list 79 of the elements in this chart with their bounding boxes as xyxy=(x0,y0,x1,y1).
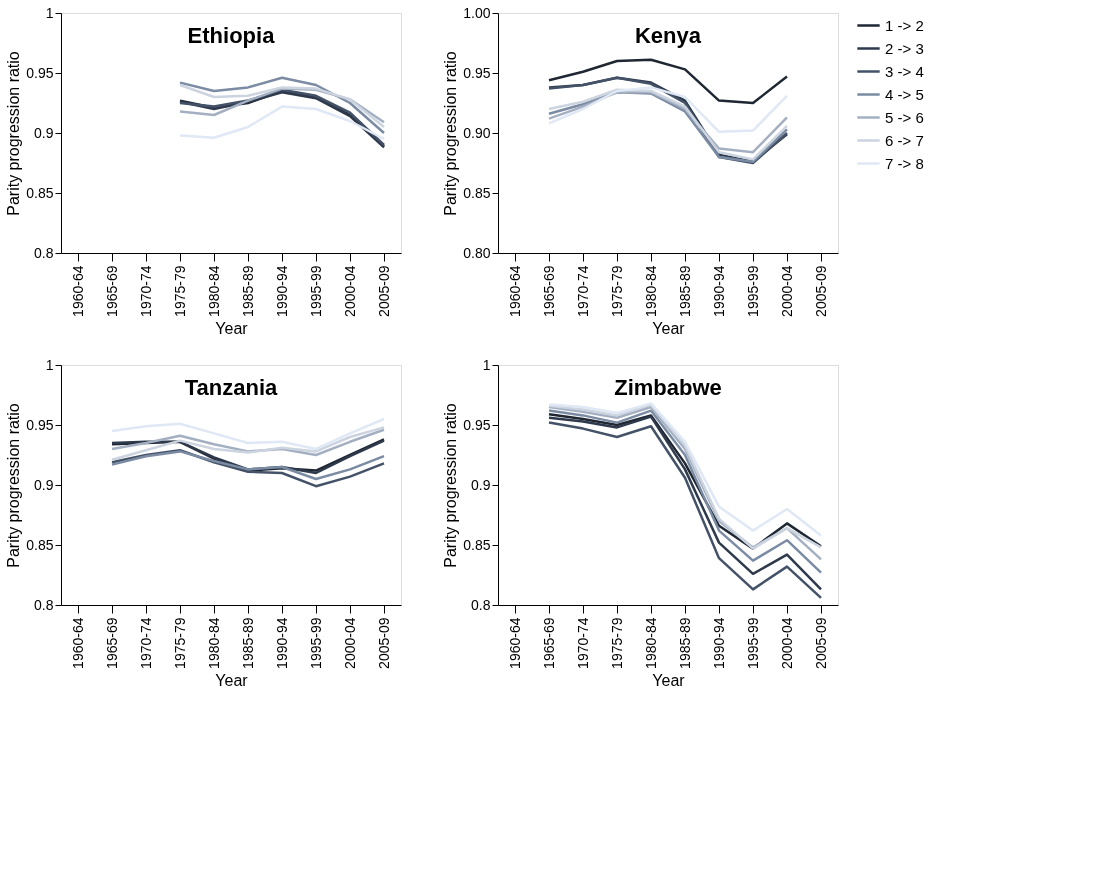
x-tick-label: 2005-09 xyxy=(375,617,392,669)
y-tick-label: 0.95 xyxy=(463,416,491,433)
x-tick-label: 1980-84 xyxy=(205,617,222,669)
y-tick-label: 0.85 xyxy=(26,184,54,201)
x-tick-label: 1970-74 xyxy=(137,617,154,669)
x-tick-label: 1970-74 xyxy=(574,265,591,317)
chart-title: Kenya xyxy=(634,23,702,48)
x-tick-label: 1965-69 xyxy=(103,617,120,669)
x-tick-label: 1990-94 xyxy=(710,617,727,669)
x-tick-label: 1985-89 xyxy=(239,265,256,317)
y-tick-label: 0.85 xyxy=(26,536,54,553)
x-tick-label: 1995-99 xyxy=(744,617,761,669)
y-tick-label: 0.95 xyxy=(463,64,491,81)
x-tick-label: 1985-89 xyxy=(676,265,693,317)
chart-title: Ethiopia xyxy=(187,23,276,48)
x-tick-label: 1995-99 xyxy=(744,265,761,317)
x-tick-label: 2000-04 xyxy=(778,617,795,669)
y-axis-title: Parity progression ratio xyxy=(442,403,460,568)
legend-label: 5 -> 6 xyxy=(885,108,924,126)
x-tick-label: 1990-94 xyxy=(273,617,290,669)
x-axis-title: Year xyxy=(652,671,686,689)
x-tick-label: 1960-64 xyxy=(69,617,86,669)
y-tick-label: 0.9 xyxy=(34,124,54,141)
x-tick-label: 2005-09 xyxy=(812,617,829,669)
chart-title: Tanzania xyxy=(184,375,279,400)
x-tick-label: 2000-04 xyxy=(341,617,358,669)
x-tick-label: 1965-69 xyxy=(540,617,557,669)
x-tick-label: 1980-84 xyxy=(642,617,659,669)
y-tick-label: 0.85 xyxy=(463,184,491,201)
chart-title: Zimbabwe xyxy=(614,375,722,400)
x-tick-label: 1965-69 xyxy=(540,265,557,317)
x-axis-title: Year xyxy=(652,319,686,337)
legend-label: 3 -> 4 xyxy=(885,62,924,80)
y-tick-label: 0.85 xyxy=(463,536,491,553)
x-tick-label: 1990-94 xyxy=(710,265,727,317)
x-tick-label: 2005-09 xyxy=(375,265,392,317)
y-tick-label: 0.80 xyxy=(463,244,491,261)
y-axis-title: Parity progression ratio xyxy=(442,51,460,216)
y-tick-label: 0.8 xyxy=(34,596,54,613)
legend-label: 4 -> 5 xyxy=(885,85,924,103)
x-tick-label: 1970-74 xyxy=(137,265,154,317)
x-tick-label: 1980-84 xyxy=(642,265,659,317)
y-tick-label: 1 xyxy=(45,4,54,21)
x-tick-label: 1970-74 xyxy=(574,617,591,669)
y-axis-title: Parity progression ratio xyxy=(5,403,23,568)
x-tick-label: 1990-94 xyxy=(273,265,290,317)
legend-label: 6 -> 7 xyxy=(885,131,924,149)
legend-label: 2 -> 3 xyxy=(885,39,924,57)
y-tick-label: 0.90 xyxy=(463,124,491,141)
x-tick-label: 2005-09 xyxy=(812,265,829,317)
x-tick-label: 1995-99 xyxy=(307,265,324,317)
x-tick-label: 1965-69 xyxy=(103,265,120,317)
y-tick-label: 0.9 xyxy=(471,476,491,493)
y-tick-label: 0.95 xyxy=(26,416,54,433)
y-tick-label: 0.8 xyxy=(34,244,54,261)
x-tick-label: 1960-64 xyxy=(506,617,523,669)
x-tick-label: 1975-79 xyxy=(608,617,625,669)
legend-label: 7 -> 8 xyxy=(885,154,924,172)
y-tick-label: 0.8 xyxy=(471,596,491,613)
x-tick-label: 2000-04 xyxy=(341,265,358,317)
x-tick-label: 1960-64 xyxy=(69,265,86,317)
y-tick-label: 0.95 xyxy=(26,64,54,81)
y-tick-label: 0.9 xyxy=(34,476,54,493)
y-tick-label: 1 xyxy=(482,356,491,373)
y-tick-label: 1.00 xyxy=(463,4,491,21)
x-tick-label: 1975-79 xyxy=(608,265,625,317)
x-axis-title: Year xyxy=(215,319,249,337)
x-tick-label: 1985-89 xyxy=(676,617,693,669)
x-tick-label: 1975-79 xyxy=(171,617,188,669)
x-tick-label: 1995-99 xyxy=(307,617,324,669)
x-tick-label: 2000-04 xyxy=(778,265,795,317)
y-tick-label: 1 xyxy=(45,356,54,373)
legend-label: 1 -> 2 xyxy=(885,16,924,34)
x-tick-label: 1975-79 xyxy=(171,265,188,317)
y-axis-title: Parity progression ratio xyxy=(5,51,23,216)
x-tick-label: 1960-64 xyxy=(506,265,523,317)
x-tick-label: 1980-84 xyxy=(205,265,222,317)
x-tick-label: 1985-89 xyxy=(239,617,256,669)
x-axis-title: Year xyxy=(215,671,249,689)
